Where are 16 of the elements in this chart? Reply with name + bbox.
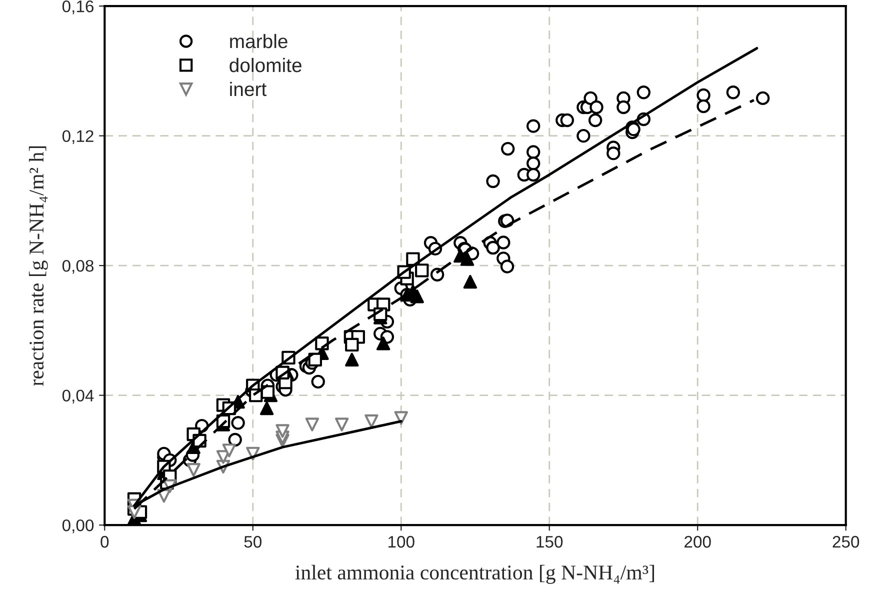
y-tick-label: 0,04 [62,390,94,404]
x-tick-label: 150 [536,536,563,548]
legend-label: marble [230,34,288,48]
x-tick-label: 200 [684,536,711,548]
legend-label: inert [230,82,267,96]
x-axis-title: inlet ammonia concentration [g N-NH₄/m³] [295,564,654,584]
y-tick-label: 0,12 [62,130,94,144]
y-tick-label: 0,00 [62,519,94,534]
x-tick-label: 100 [388,536,414,548]
legend-label: dolomite [230,58,302,72]
y-tick-label: 0,16 [62,0,94,14]
y-tick-label: 0,08 [62,260,94,274]
x-tick-label: 0 [100,536,109,548]
y-axis-title: reaction rate [g N-NH₄/m² h] [28,146,48,386]
x-tick-label: 250 [832,536,860,548]
x-tick-label: 50 [244,536,262,548]
